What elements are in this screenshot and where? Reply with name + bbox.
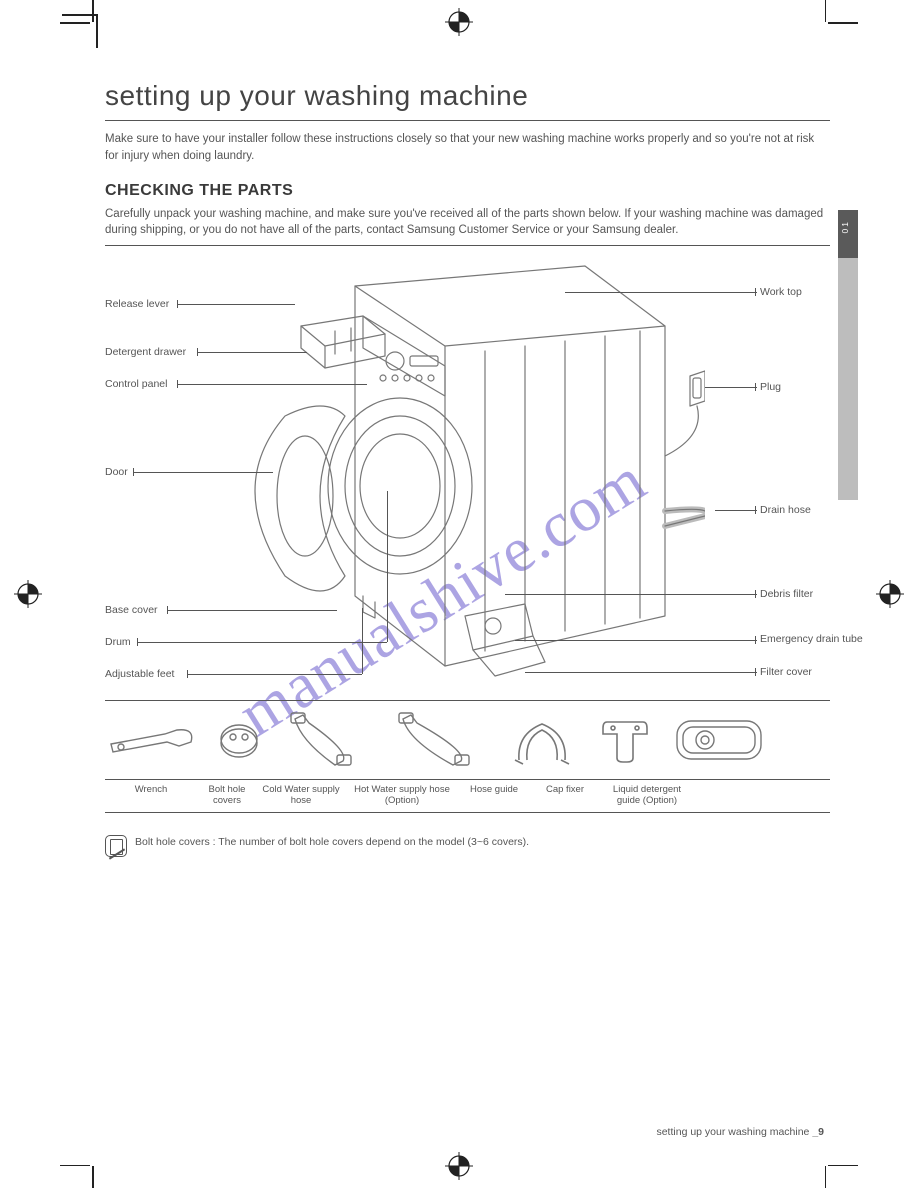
registration-mark-bottom bbox=[445, 1152, 473, 1180]
section-intro: Carefully unpack your washing machine, a… bbox=[105, 206, 830, 238]
divider bbox=[105, 245, 830, 246]
label-control-panel: Control panel bbox=[105, 378, 167, 390]
label-door: Door bbox=[105, 466, 128, 478]
page-title: setting up your washing machine bbox=[105, 80, 830, 118]
registration-mark-top bbox=[445, 8, 473, 36]
registration-mark-left bbox=[14, 580, 42, 608]
label-wrench: Wrench bbox=[105, 784, 197, 807]
note-row: Bolt hole covers : The number of bolt ho… bbox=[105, 835, 830, 857]
label-base-cover: Base cover bbox=[105, 604, 158, 616]
label-work-top: Work top bbox=[760, 286, 802, 298]
label-debris-filter: Debris filter bbox=[760, 588, 813, 600]
wrench-icon bbox=[105, 720, 197, 760]
section-tab-number: 01 bbox=[840, 220, 856, 233]
label-filter-cover: Filter cover bbox=[760, 666, 812, 678]
registration-mark-right bbox=[876, 580, 904, 608]
liquid-guide-icon bbox=[673, 715, 765, 765]
footer-page-number: _9 bbox=[812, 1126, 824, 1138]
label-liquid-guide: Liquid detergent guide (Option) bbox=[601, 784, 693, 807]
washing-machine-illustration bbox=[235, 256, 705, 686]
hose-guide-icon bbox=[507, 714, 577, 766]
label-detergent-drawer: Detergent drawer bbox=[105, 346, 186, 358]
footer-title: setting up your washing machine bbox=[656, 1126, 809, 1138]
parts-figure: Release lever Detergent drawer Control p… bbox=[105, 256, 830, 696]
section-tab bbox=[838, 210, 858, 500]
accessory-labels-row: Wrench Bolt hole covers Cold Water suppl… bbox=[105, 780, 830, 807]
hot-hose-icon bbox=[389, 711, 487, 769]
label-adj-feet: Adjustable feet bbox=[105, 668, 174, 680]
cold-hose-icon bbox=[281, 711, 369, 769]
label-release-lever: Release lever bbox=[105, 298, 169, 310]
section-heading: CHECKING THE PARTS bbox=[105, 182, 830, 200]
bolt-caps-icon bbox=[217, 717, 261, 763]
label-cap-fixer: Cap fixer bbox=[537, 784, 593, 807]
label-drum: Drum bbox=[105, 636, 131, 648]
label-hot-hose: Hot Water supply hose (Option) bbox=[353, 784, 451, 807]
label-drain-hose: Drain hose bbox=[760, 504, 811, 516]
intro-text: Make sure to have your installer follow … bbox=[105, 131, 830, 164]
label-caps: Bolt hole covers bbox=[205, 784, 249, 807]
label-drain-tube: Emergency drain tube bbox=[760, 634, 863, 646]
divider bbox=[105, 120, 830, 121]
cap-fixer-icon bbox=[597, 712, 653, 768]
page-footer: setting up your washing machine _9 bbox=[656, 1126, 828, 1138]
divider bbox=[105, 812, 830, 813]
label-hose-guide: Hose guide bbox=[459, 784, 529, 807]
label-plug: Plug bbox=[760, 381, 781, 393]
note-text: Bolt hole covers : The number of bolt ho… bbox=[135, 835, 529, 850]
page-content: setting up your washing machine Make sur… bbox=[105, 80, 830, 857]
label-cold-hose: Cold Water supply hose bbox=[257, 784, 345, 807]
accessory-row bbox=[105, 700, 830, 780]
note-icon bbox=[105, 835, 127, 857]
